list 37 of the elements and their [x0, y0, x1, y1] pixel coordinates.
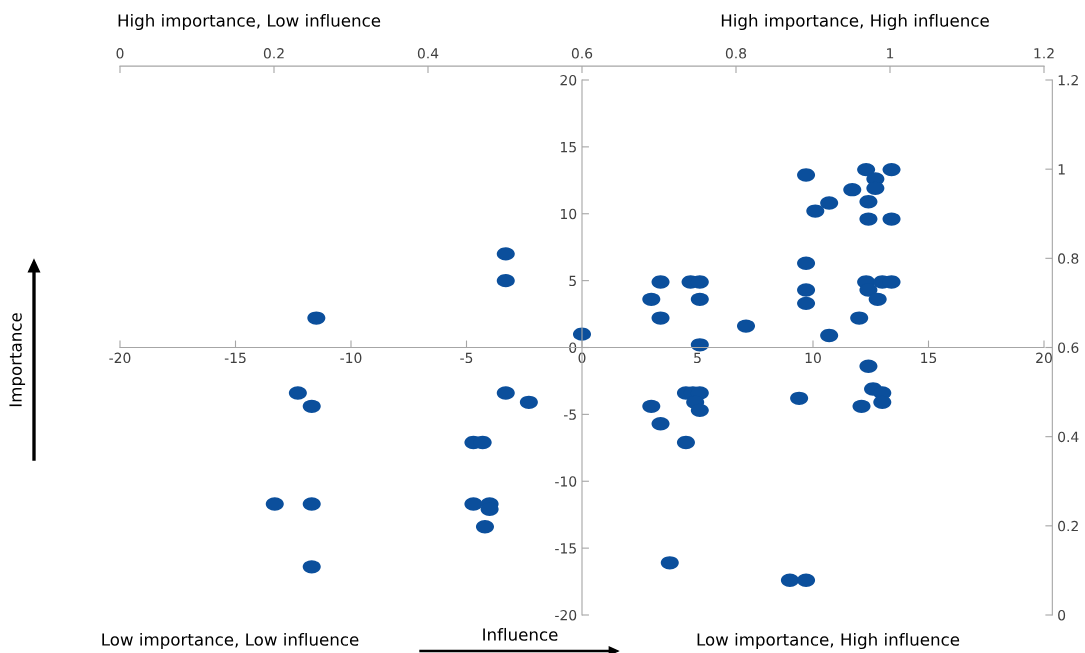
y-tick-label: 5 [569, 275, 576, 287]
y2-tick-label: 0.4 [1058, 431, 1079, 443]
y2-tick-label: 0.6 [1058, 342, 1079, 353]
x-tick-label: 20 [1036, 352, 1052, 364]
x-tick-label: 15 [921, 352, 937, 364]
x-tick-label: 10 [805, 352, 821, 364]
text: Low importance, Low influence [102, 632, 359, 650]
x2-tick-label: 0 [116, 48, 124, 59]
y2-tick-label: 1 [1058, 164, 1065, 175]
y-tick-label: 20 [560, 74, 577, 86]
text: Importance [9, 313, 26, 407]
y-tick-label: -5 [563, 409, 576, 420]
x2-tick-label: 0.2 [263, 48, 284, 59]
y-tick-label: -20 [555, 609, 577, 621]
x-tick-label: 5 [694, 352, 701, 364]
y2-tick-label: 0.8 [1058, 253, 1079, 264]
x-tick-label: -15 [224, 352, 246, 364]
x-axis-title: Influence [483, 627, 558, 641]
x-tick-label: -20 [109, 352, 131, 364]
y-tick-label: -15 [555, 543, 576, 554]
x-tick-label: 0 [578, 352, 586, 364]
y2-tick-label: 0 [1058, 609, 1066, 621]
x2-tick-label: 1.2 [1034, 48, 1054, 59]
x2-tick-label: 0.8 [725, 48, 747, 59]
y-tick-label: 10 [560, 208, 577, 220]
x-tick-label: -10 [340, 352, 362, 364]
x2-tick-label: 1 [887, 48, 894, 59]
text: High importance, High influence [721, 13, 989, 31]
text: Low importance, High influence [697, 632, 960, 650]
x2-tick-label: 0.4 [417, 48, 439, 59]
y-tick-label: -10 [555, 476, 577, 487]
x-tick-label: -5 [460, 352, 473, 364]
y2-tick-label: 0.2 [1058, 520, 1078, 532]
x2-tick-label: 0.6 [571, 48, 593, 59]
y2-tick-label: 1.2 [1058, 74, 1078, 86]
y-tick-label: 15 [560, 142, 576, 153]
text: High importance, Low influence [118, 13, 381, 31]
